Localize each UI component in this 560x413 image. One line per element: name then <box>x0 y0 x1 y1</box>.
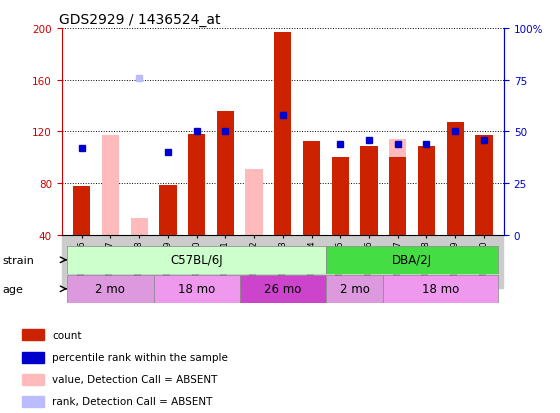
Text: GDS2929 / 1436524_at: GDS2929 / 1436524_at <box>59 12 221 26</box>
Bar <box>446 123 464 235</box>
Bar <box>475 136 492 235</box>
Text: 2 mo: 2 mo <box>340 282 370 296</box>
Text: count: count <box>53 330 82 340</box>
Bar <box>67 275 153 303</box>
Text: DBA/2J: DBA/2J <box>392 254 432 267</box>
Bar <box>217 112 234 235</box>
Bar <box>188 135 205 235</box>
Text: C57BL/6J: C57BL/6J <box>170 254 223 267</box>
Text: percentile rank within the sample: percentile rank within the sample <box>53 353 228 363</box>
Bar <box>389 158 407 235</box>
Bar <box>22 396 44 407</box>
Bar <box>22 352 44 363</box>
Bar <box>361 146 377 235</box>
Bar <box>303 141 320 235</box>
Bar <box>240 275 326 303</box>
Text: 18 mo: 18 mo <box>422 282 459 296</box>
Bar <box>418 146 435 235</box>
Bar <box>22 329 44 340</box>
Text: strain: strain <box>3 255 35 265</box>
Bar <box>326 246 498 274</box>
Bar <box>389 140 407 235</box>
Bar <box>159 185 176 235</box>
Text: 26 mo: 26 mo <box>264 282 301 296</box>
Text: 2 mo: 2 mo <box>96 282 125 296</box>
Text: 18 mo: 18 mo <box>178 282 215 296</box>
Bar <box>332 158 349 235</box>
Bar <box>130 218 148 235</box>
Text: value, Detection Call = ABSENT: value, Detection Call = ABSENT <box>53 375 218 385</box>
Bar <box>245 170 263 235</box>
Bar <box>384 275 498 303</box>
Bar <box>274 33 291 235</box>
Bar <box>153 275 240 303</box>
Bar <box>67 246 326 274</box>
Bar <box>102 136 119 235</box>
Text: age: age <box>3 284 24 294</box>
Bar <box>22 374 44 385</box>
Bar <box>73 186 90 235</box>
Bar <box>326 275 384 303</box>
Text: rank, Detection Call = ABSENT: rank, Detection Call = ABSENT <box>53 396 213 406</box>
